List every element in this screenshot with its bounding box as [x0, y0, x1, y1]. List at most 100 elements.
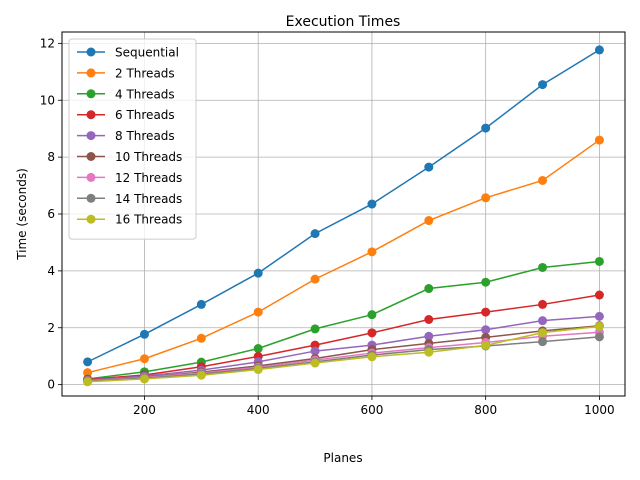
legend-marker — [86, 152, 96, 161]
data-point — [253, 307, 263, 317]
legend-label: 8 Threads — [115, 129, 175, 143]
data-point — [424, 216, 434, 226]
x-tick-label: 800 — [474, 403, 497, 417]
x-tick-label: 200 — [133, 403, 156, 417]
y-axis-title: Time (seconds) — [15, 168, 29, 261]
legend-label: 10 Threads — [115, 150, 182, 164]
legend-marker — [86, 131, 96, 141]
x-tick-label: 600 — [360, 403, 383, 417]
data-point — [538, 337, 548, 347]
data-point — [310, 324, 320, 334]
series — [83, 135, 604, 378]
legend-item: 10 Threads — [77, 150, 182, 164]
y-tick-label: 0 — [47, 378, 55, 392]
series-layer — [83, 45, 604, 387]
data-point — [424, 284, 434, 294]
data-point — [367, 199, 377, 209]
series-line — [87, 336, 600, 382]
data-point — [424, 315, 434, 325]
x-axis-title: Planes — [323, 451, 362, 465]
data-point — [253, 344, 263, 354]
data-point — [253, 268, 263, 278]
series-line — [87, 315, 600, 381]
series-line — [87, 325, 600, 383]
legend-item: 12 Threads — [77, 171, 182, 185]
data-point — [481, 123, 491, 133]
data-point — [310, 229, 320, 239]
data-point — [310, 358, 320, 368]
data-point — [367, 310, 377, 320]
legend-marker — [86, 110, 96, 120]
y-tick-label: 8 — [47, 150, 55, 164]
data-point — [538, 299, 548, 309]
data-point — [196, 333, 206, 343]
series — [83, 311, 604, 385]
legend-marker — [86, 172, 96, 182]
legend-item: 6 Threads — [77, 108, 175, 122]
legend-item: 2 Threads — [77, 66, 175, 80]
data-point — [196, 370, 206, 380]
y-tick-label: 4 — [47, 264, 55, 278]
data-point — [594, 290, 604, 300]
series-line — [87, 49, 600, 363]
legend-item: 4 Threads — [77, 87, 175, 101]
chart-title: Execution Times — [286, 14, 401, 30]
data-point — [594, 135, 604, 145]
data-point — [83, 368, 93, 378]
data-point — [481, 340, 491, 350]
legend-item: 16 Threads — [77, 213, 182, 227]
data-point — [367, 352, 377, 362]
data-point — [538, 175, 548, 185]
x-tick-label: 400 — [247, 403, 270, 417]
y-axis: 0 2 4 6 8 10 12 — [40, 36, 62, 392]
series-line — [87, 139, 600, 374]
data-point — [139, 374, 149, 384]
data-point — [196, 299, 206, 309]
data-point — [594, 321, 604, 331]
data-point — [310, 346, 320, 356]
series-line — [87, 294, 600, 381]
data-point — [139, 354, 149, 364]
y-tick-label: 6 — [47, 207, 55, 221]
legend-item: 14 Threads — [77, 192, 182, 206]
legend-marker — [86, 214, 96, 224]
series — [83, 256, 604, 384]
data-point — [139, 329, 149, 339]
y-tick-label: 12 — [40, 36, 55, 50]
data-point — [424, 162, 434, 172]
data-point — [594, 332, 604, 342]
data-point — [594, 256, 604, 266]
legend: Sequential 2 Threads 4 Threads 6 Threads 8 T… — [68, 38, 197, 240]
y-tick-label: 2 — [47, 321, 55, 335]
legend-label: 4 Threads — [115, 87, 175, 101]
data-point — [367, 247, 377, 257]
legend-marker — [86, 68, 96, 78]
legend-item: Sequential — [77, 46, 179, 60]
data-point — [367, 328, 377, 338]
data-point — [424, 331, 434, 341]
data-point — [83, 377, 93, 387]
legend-marker — [86, 47, 96, 57]
series — [83, 290, 604, 385]
x-tick-label: 1000 — [584, 403, 615, 417]
data-point — [481, 193, 491, 203]
legend-label: 2 Threads — [115, 66, 175, 80]
data-point — [83, 357, 93, 367]
data-point — [538, 316, 548, 326]
legend-label: 14 Threads — [115, 192, 182, 206]
data-point — [538, 328, 548, 338]
legend-box — [68, 38, 197, 240]
legend-label: 12 Threads — [115, 171, 182, 185]
y-tick-label: 10 — [40, 93, 55, 107]
series — [83, 45, 604, 367]
data-point — [594, 311, 604, 321]
x-axis: 200 400 600 800 1000 — [133, 396, 615, 417]
data-point — [538, 262, 548, 272]
legend-label: 6 Threads — [115, 108, 175, 122]
data-point — [253, 365, 263, 375]
data-point — [481, 277, 491, 287]
data-point — [538, 80, 548, 90]
data-point — [481, 307, 491, 317]
legend-item: 8 Threads — [77, 129, 175, 143]
